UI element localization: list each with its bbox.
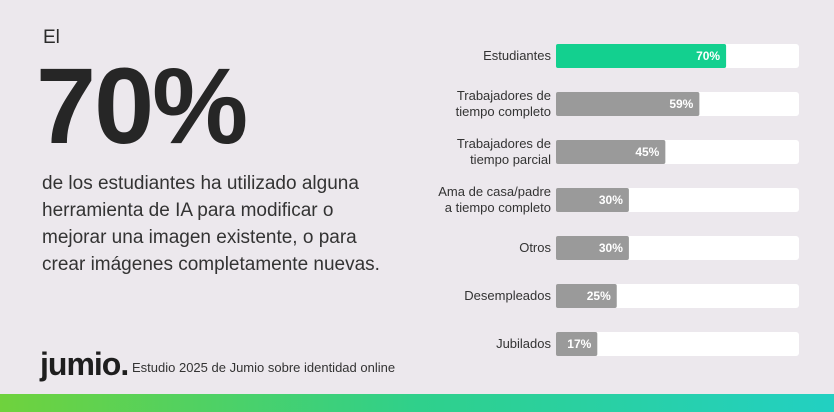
headline-percentage: 70% (36, 45, 248, 166)
bar (556, 92, 700, 116)
headline-description: de los estudiantes ha utilizado alguna h… (42, 173, 380, 275)
logo-dot: . (120, 346, 129, 382)
bar-track (556, 332, 799, 356)
category-label: Jubilados (496, 336, 551, 351)
category-label: Otros (519, 240, 551, 255)
bar (556, 236, 629, 260)
category-label: tiempo parcial (470, 152, 551, 167)
bar-value-label: 70% (696, 49, 720, 63)
bar (556, 332, 598, 356)
category-label: tiempo completo (456, 104, 551, 119)
jumio-logo: jumio. (40, 346, 129, 382)
logo-text: jumio (40, 346, 121, 382)
category-label: Desempleados (464, 288, 551, 303)
bar-value-label: 17% (567, 337, 591, 351)
source-caption: Estudio 2025 de Jumio sobre identidad on… (132, 360, 396, 375)
bar (556, 140, 666, 164)
bar-value-label: 59% (669, 97, 693, 111)
category-label: a tiempo completo (445, 200, 551, 215)
category-label: Estudiantes (483, 48, 551, 63)
bar-value-label: 25% (587, 289, 611, 303)
headline-intro: El (43, 27, 60, 48)
category-label: Trabajadores de (457, 136, 551, 151)
bar (556, 188, 629, 212)
bar-value-label: 45% (635, 145, 659, 159)
bar (556, 44, 727, 68)
category-label: Ama de casa/padre (438, 184, 551, 199)
bar (556, 284, 617, 308)
category-label: Trabajadores de (457, 88, 551, 103)
bar-value-label: 30% (599, 241, 623, 255)
bottom-gradient-bar (0, 394, 834, 412)
bar-value-label: 30% (599, 193, 623, 207)
